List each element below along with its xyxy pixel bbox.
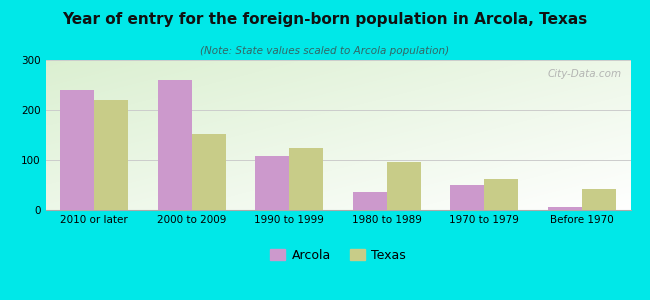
Bar [582, 188, 616, 210]
Bar [289, 148, 324, 210]
Bar [94, 100, 129, 210]
Text: City-Data.com: City-Data.com [547, 69, 621, 79]
Bar [157, 80, 192, 210]
Bar [484, 179, 519, 210]
Text: Year of entry for the foreign-born population in Arcola, Texas: Year of entry for the foreign-born popul… [62, 12, 588, 27]
Bar [387, 161, 421, 210]
Bar [450, 185, 484, 210]
Bar [192, 134, 226, 210]
Legend: Arcola, Texas: Arcola, Texas [265, 244, 411, 267]
Bar [547, 206, 582, 210]
Text: (Note: State values scaled to Arcola population): (Note: State values scaled to Arcola pop… [200, 46, 450, 56]
Bar [60, 90, 94, 210]
Bar [255, 156, 289, 210]
Bar [353, 191, 387, 210]
